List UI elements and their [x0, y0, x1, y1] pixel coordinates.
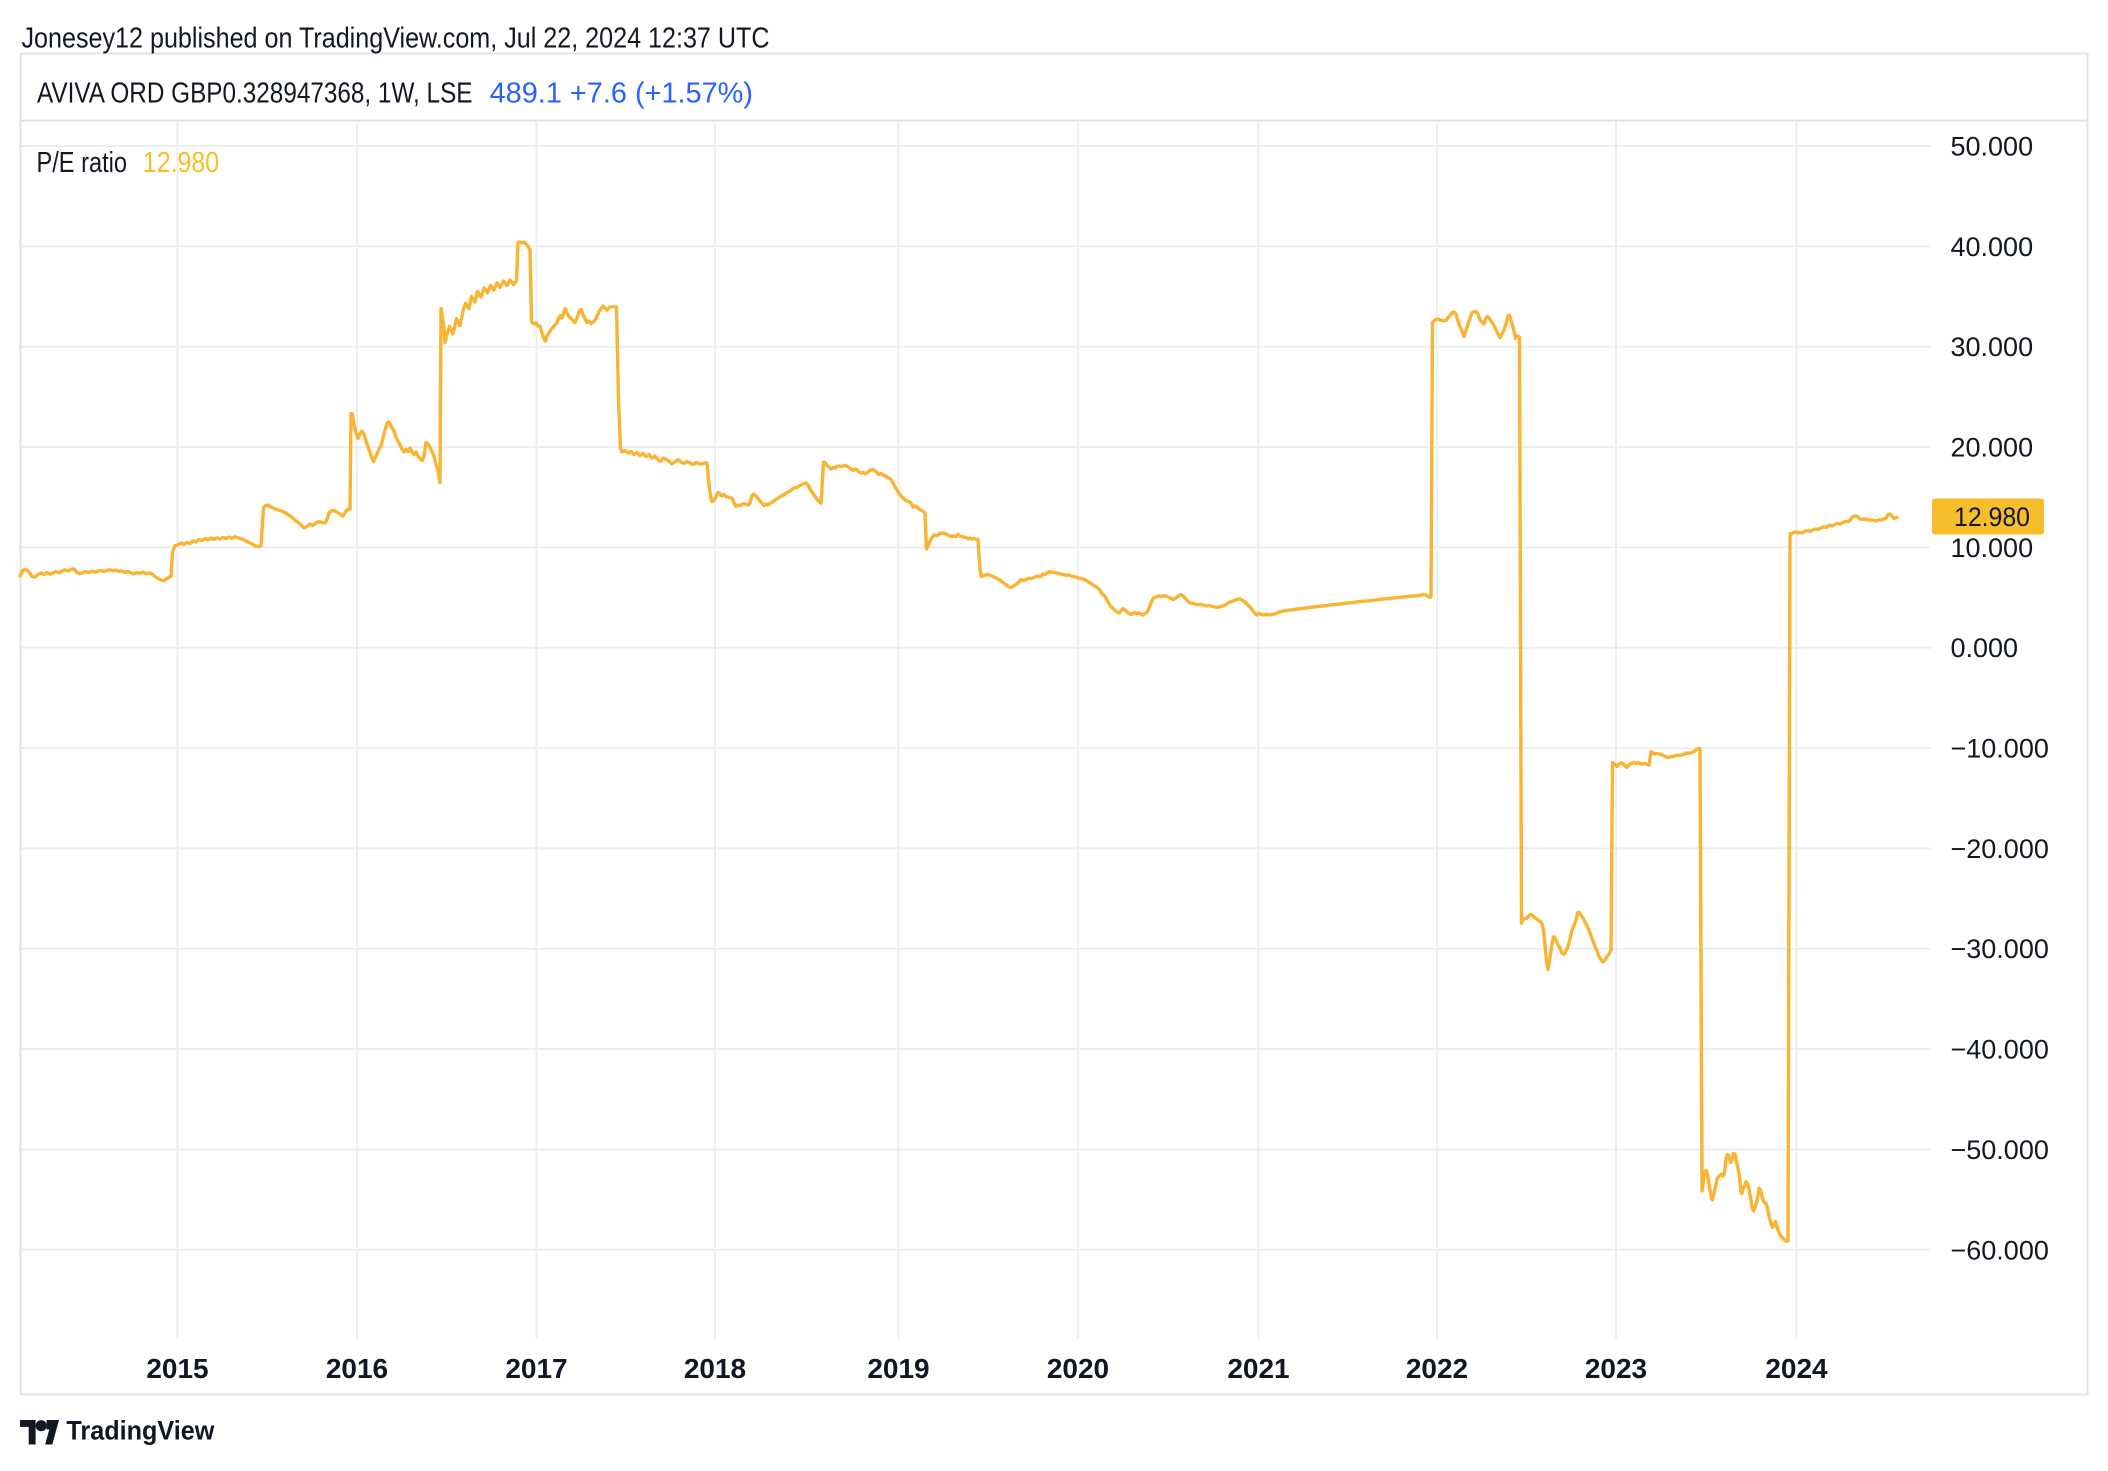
svg-text:50.000: 50.000 [1951, 132, 2034, 162]
svg-text:20.000: 20.000 [1951, 433, 2034, 463]
svg-text:12.980: 12.980 [1954, 502, 2030, 532]
svg-text:12.980: 12.980 [143, 147, 219, 179]
svg-text:10.000: 10.000 [1951, 533, 2034, 563]
svg-text:30.000: 30.000 [1951, 332, 2034, 362]
svg-text:TradingView: TradingView [66, 1416, 215, 1446]
svg-text:2024: 2024 [1765, 1353, 1828, 1384]
svg-text:489.1 +7.6 (+1.57%): 489.1 +7.6 (+1.57%) [490, 78, 753, 110]
svg-text:−10.000: −10.000 [1951, 734, 2049, 764]
svg-text:−20.000: −20.000 [1951, 834, 2049, 864]
svg-text:40.000: 40.000 [1951, 232, 2034, 262]
svg-text:−60.000: −60.000 [1951, 1235, 2049, 1265]
svg-text:2019: 2019 [867, 1353, 929, 1384]
svg-text:Jonesey12 published on Trading: Jonesey12 published on TradingView.com, … [22, 23, 770, 55]
svg-text:−30.000: −30.000 [1951, 934, 2049, 964]
svg-text:2016: 2016 [326, 1353, 388, 1384]
svg-text:2017: 2017 [505, 1353, 567, 1384]
svg-text:P/E ratio: P/E ratio [37, 147, 128, 179]
svg-text:2021: 2021 [1227, 1353, 1289, 1384]
svg-text:2023: 2023 [1585, 1353, 1647, 1384]
svg-text:2022: 2022 [1406, 1353, 1468, 1384]
svg-text:AVIVA ORD GBP0.328947368, 1W,: AVIVA ORD GBP0.328947368, 1W, LSE [37, 78, 473, 110]
svg-text:2018: 2018 [684, 1353, 746, 1384]
svg-text:−40.000: −40.000 [1951, 1035, 2049, 1065]
svg-text:−50.000: −50.000 [1951, 1135, 2049, 1165]
svg-text:0.000: 0.000 [1951, 633, 2019, 663]
svg-text:2020: 2020 [1047, 1353, 1109, 1384]
svg-text:2015: 2015 [146, 1353, 208, 1384]
